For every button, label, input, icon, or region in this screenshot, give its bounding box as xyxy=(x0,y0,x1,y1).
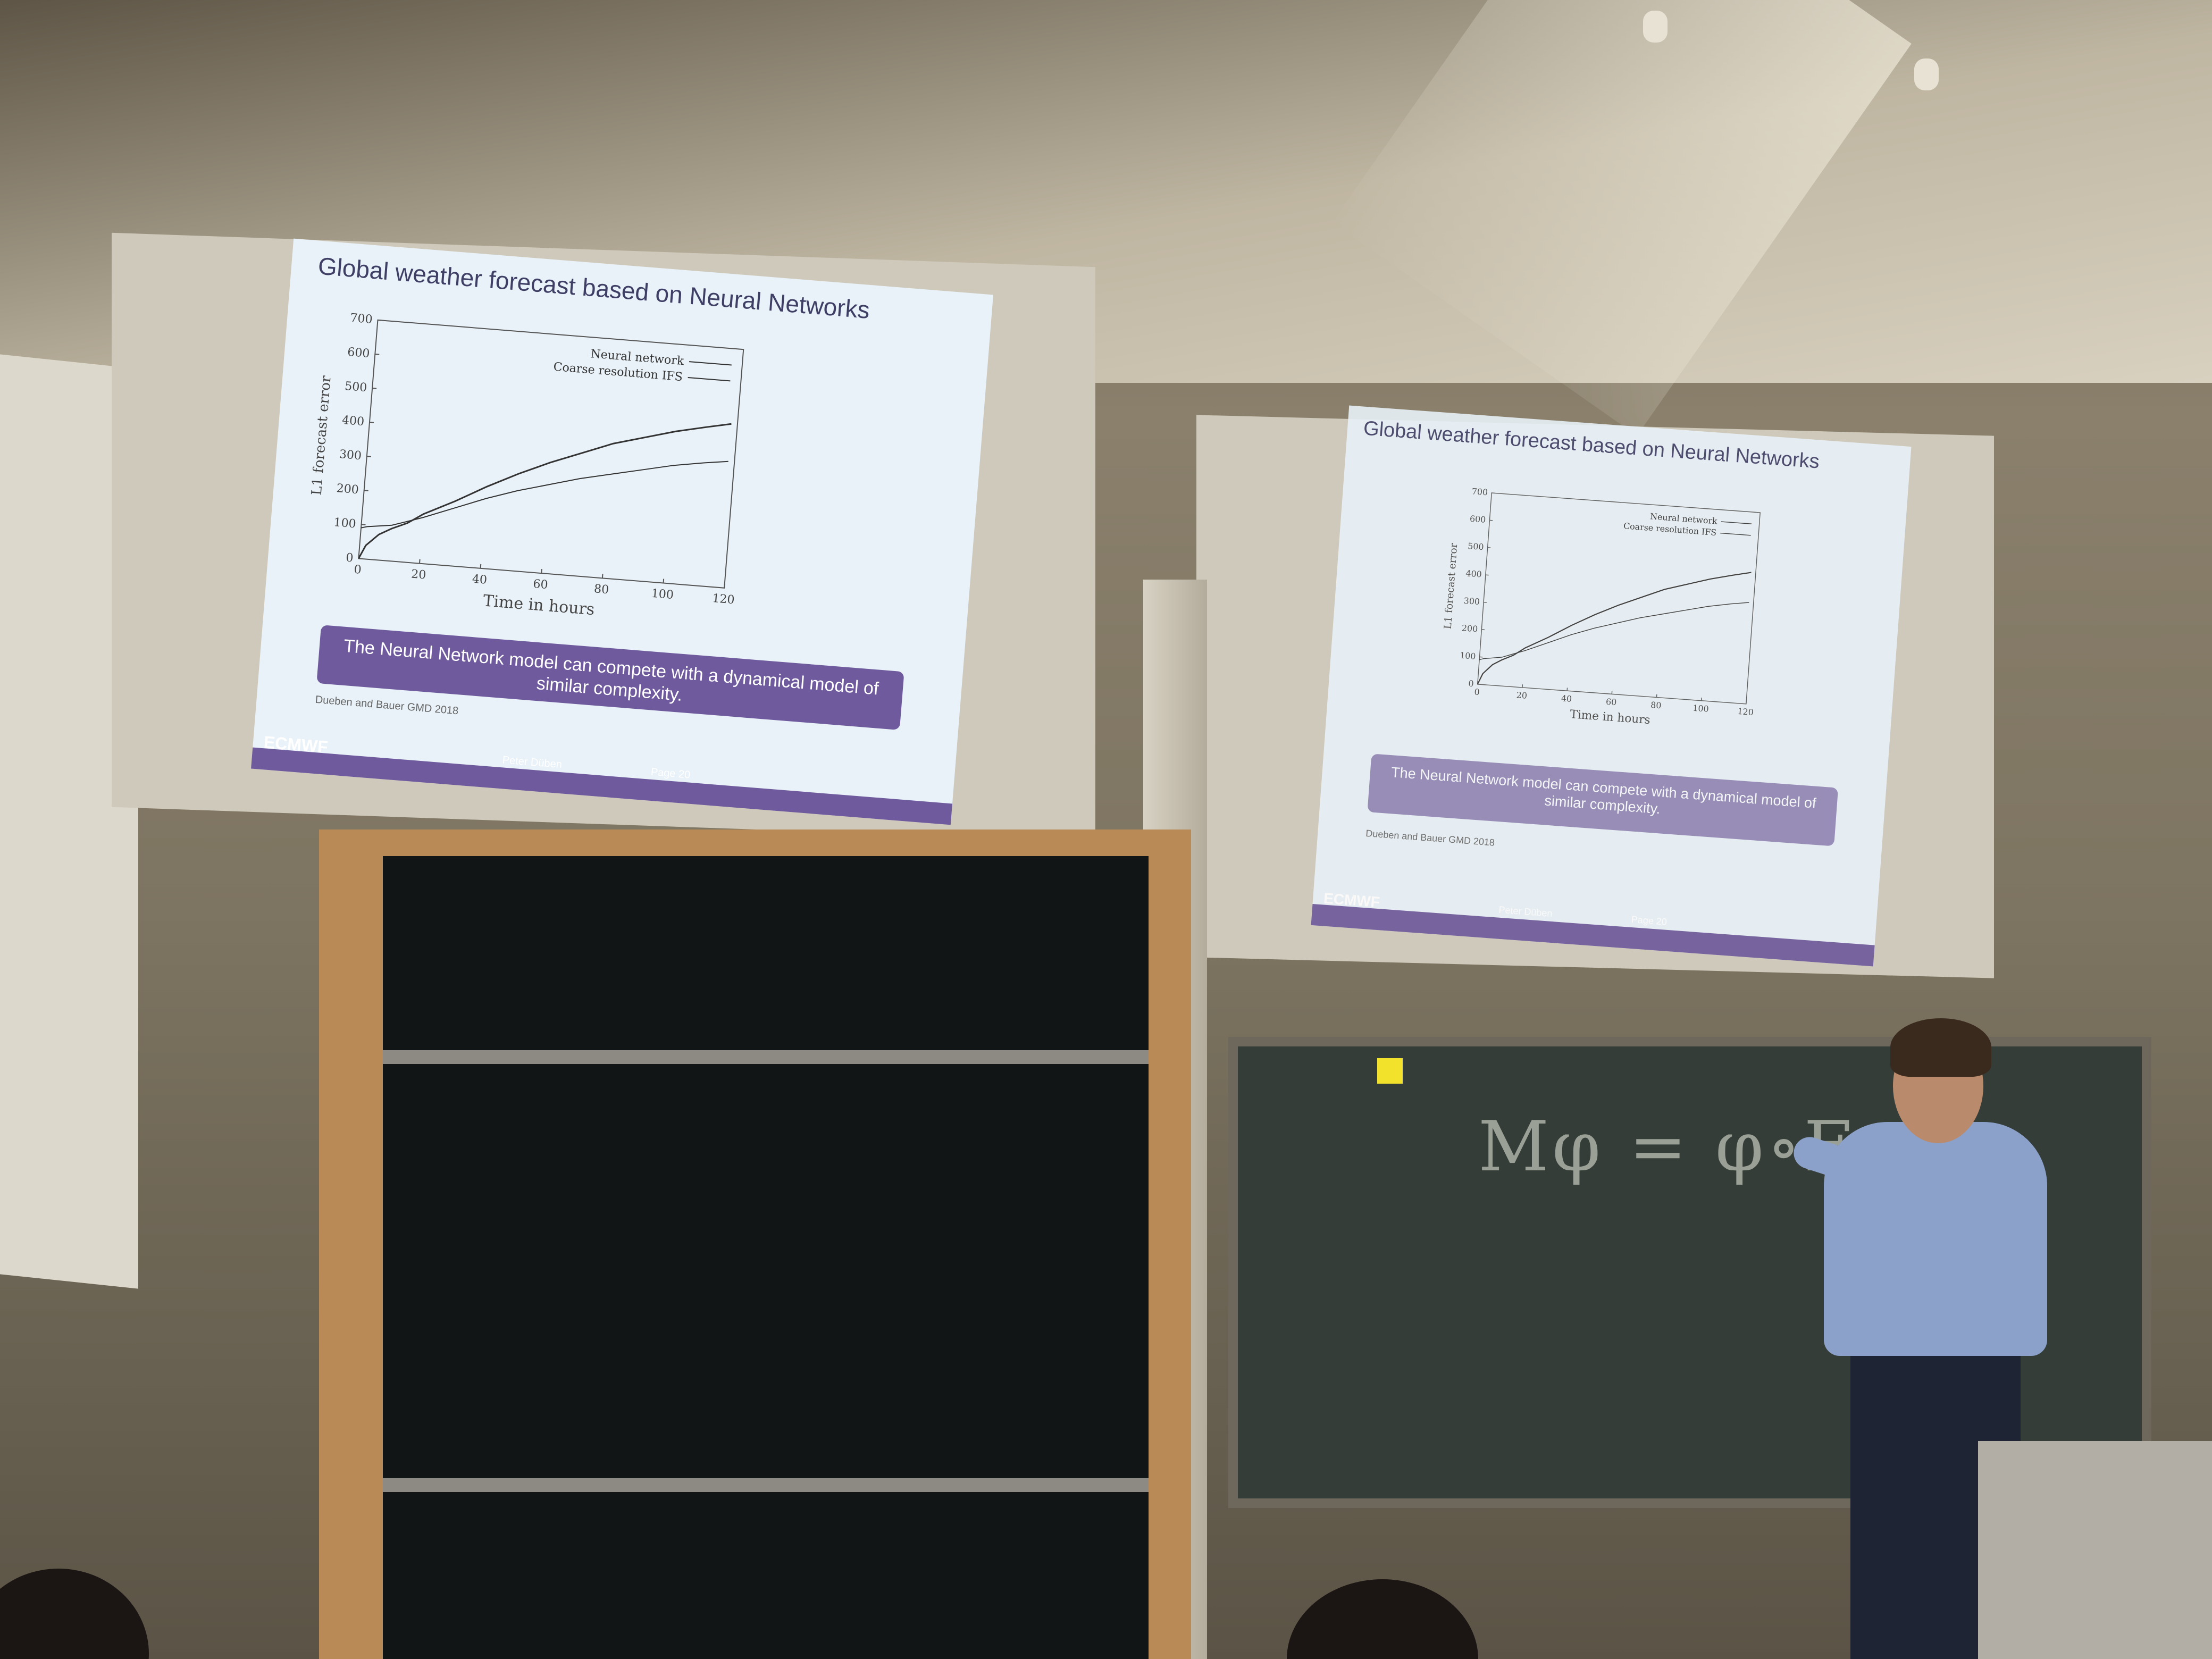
y-tick-label: 200 xyxy=(336,482,359,497)
y-tick xyxy=(369,422,374,423)
chalk-equation: Mφ = φ∘F xyxy=(1478,1106,1855,1187)
footer-author: Peter Düben xyxy=(501,754,563,771)
x-tick-label: 120 xyxy=(1737,706,1754,717)
series-line-neural-network xyxy=(358,423,732,559)
x-axis-label: Time in hours xyxy=(1570,708,1651,727)
x-tick-label: 20 xyxy=(1516,690,1527,700)
legend-swatch xyxy=(1720,532,1751,536)
y-tick xyxy=(375,353,380,355)
x-tick-label: 120 xyxy=(711,592,735,607)
y-tick xyxy=(372,388,377,389)
x-tick-label: 80 xyxy=(1650,700,1662,710)
x-tick-label: 100 xyxy=(651,587,674,602)
x-tick-label: 60 xyxy=(1605,697,1616,707)
y-tick-label: 400 xyxy=(1465,568,1482,579)
footer-author: Peter Düben xyxy=(1498,904,1553,919)
x-tick-label: 0 xyxy=(354,563,362,577)
y-tick xyxy=(366,456,371,457)
y-tick-label: 500 xyxy=(1468,541,1485,552)
y-tick-label: 400 xyxy=(341,414,365,429)
series-line-coarse-ifs xyxy=(361,460,728,529)
callout-box: The Neural Network model can compete wit… xyxy=(316,625,904,731)
presenter-hair xyxy=(1890,1018,1991,1077)
y-tick-label: 700 xyxy=(350,312,373,326)
legend-swatch xyxy=(1721,521,1752,524)
series-line-coarse-ifs xyxy=(1479,602,1749,660)
ecmwf-logo: ECMWF xyxy=(263,732,329,757)
footer-page: Page 20 xyxy=(650,766,691,781)
citation: Dueben and Bauer GMD 2018 xyxy=(1365,827,1495,848)
y-tick-label: 300 xyxy=(1463,596,1480,607)
slide-right: Global weather forecast based on Neural … xyxy=(1311,405,1912,967)
y-tick-label: 600 xyxy=(347,346,370,361)
x-tick-label: 60 xyxy=(533,577,549,592)
forecast-error-chart: 0 20 40 60 80 100 120 0 100 200 300 400 500 600 700 Tim… xyxy=(1443,486,1761,727)
citation: Dueben and Bauer GMD 2018 xyxy=(314,693,459,717)
slide-left: Global weather forecast based on Neural … xyxy=(251,238,993,825)
forecast-error-chart: 0 20 40 60 80 100 120 0 100 200 300 400 500 600 700 Tim… xyxy=(309,312,744,619)
plot-frame xyxy=(1477,492,1761,705)
x-tick-label: 20 xyxy=(410,567,426,582)
callout-box: The Neural Network model can compete wit… xyxy=(1367,753,1839,847)
series-line-neural-network xyxy=(1477,572,1752,685)
y-tick xyxy=(378,319,382,321)
y-tick-label: 500 xyxy=(344,380,367,395)
x-tick-label: 40 xyxy=(472,573,488,587)
legend-swatch xyxy=(689,361,732,366)
blackboard-rail xyxy=(383,1478,1149,1492)
lecture-desk xyxy=(1978,1441,2212,1659)
footer-page: Page 20 xyxy=(1631,914,1668,927)
y-tick-label: 100 xyxy=(1460,650,1477,661)
y-tick-label: 100 xyxy=(333,516,357,531)
y-tick-label: 0 xyxy=(345,551,354,565)
y-tick-label: 700 xyxy=(1471,486,1488,497)
y-tick-label: 600 xyxy=(1469,514,1486,525)
y-tick xyxy=(364,490,368,491)
blackboard xyxy=(383,856,1149,1659)
blackboard-rail xyxy=(383,1050,1149,1064)
x-tick xyxy=(541,569,542,574)
plot-frame xyxy=(358,319,744,589)
x-tick-label: 40 xyxy=(1561,693,1572,704)
x-axis-label: Time in hours xyxy=(482,592,595,619)
sticky-note xyxy=(1377,1058,1403,1084)
y-tick-label: 200 xyxy=(1461,623,1478,634)
x-tick xyxy=(601,574,604,579)
ceiling-spotlight xyxy=(1643,11,1668,43)
y-tick-label: 300 xyxy=(339,448,362,463)
x-tick-label: 0 xyxy=(1474,687,1480,698)
ecmwf-logo: ECMWF xyxy=(1323,890,1380,911)
ceiling-spotlight xyxy=(1914,58,1939,90)
legend-swatch xyxy=(688,376,731,382)
y-axis-label: L1 forecast error xyxy=(309,375,334,496)
x-tick-label: 80 xyxy=(593,582,609,597)
y-tick xyxy=(361,524,366,525)
y-tick-label: 0 xyxy=(1468,678,1474,689)
y-axis-label: L1 forecast error xyxy=(1443,543,1460,630)
x-tick-label: 100 xyxy=(1692,703,1710,714)
x-tick xyxy=(724,583,725,588)
